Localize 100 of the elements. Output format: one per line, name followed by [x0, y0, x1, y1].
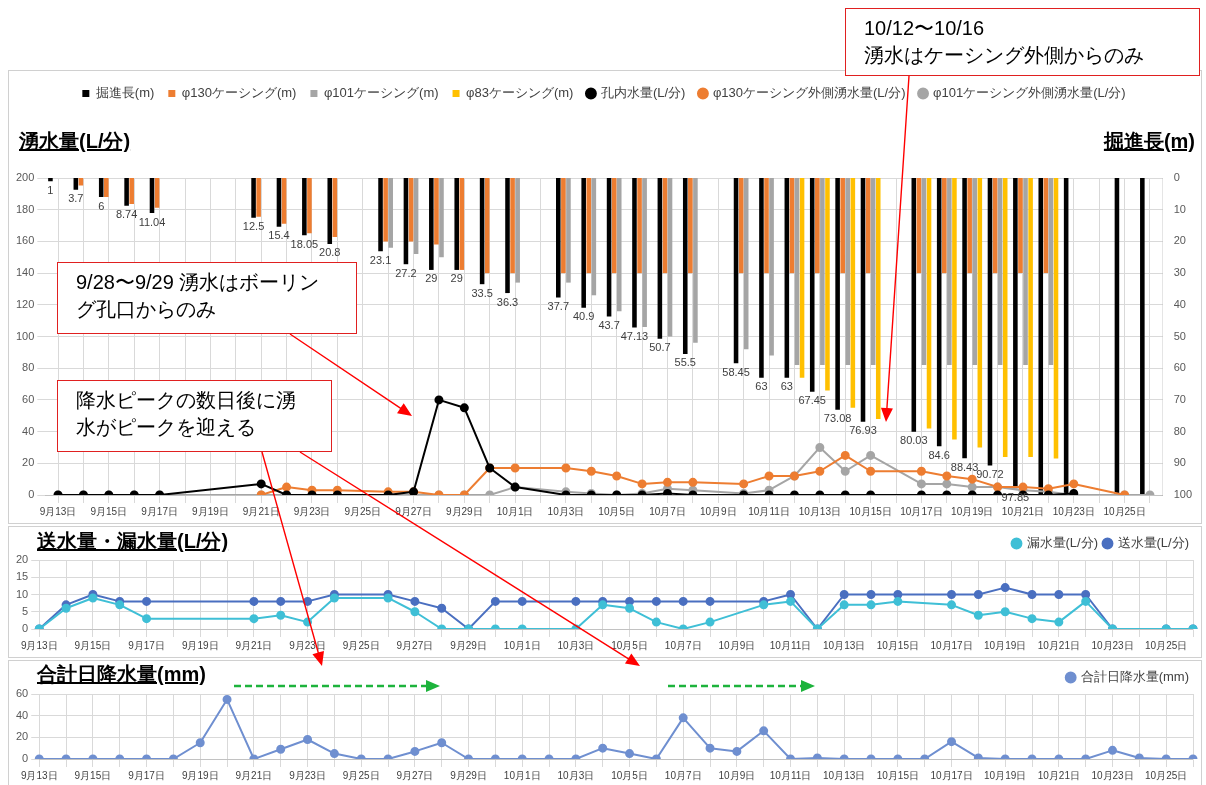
- y-tick-label: 0: [22, 622, 29, 635]
- x-tick-label: 10月9日: [718, 769, 756, 781]
- x-tick-label: 9月29日: [445, 505, 483, 517]
- legend-label: φ83ケーシング(m): [466, 85, 574, 101]
- y-tick-label: 10: [15, 587, 29, 600]
- x-tick-label: 10月17日: [900, 505, 943, 517]
- x-tick-label: 10月1日: [503, 639, 541, 651]
- data-label: 76.93: [849, 424, 877, 437]
- data-label: 1: [47, 183, 54, 196]
- x-tick-label: 9月13日: [20, 769, 58, 781]
- x-tick-label: 10月23日: [1091, 639, 1134, 651]
- x-tick-label: 10月25日: [1103, 505, 1146, 517]
- y-tick-label: 60: [22, 392, 35, 405]
- y-tick-label: 5: [22, 604, 29, 617]
- x-tick-label: 10月15日: [876, 639, 919, 651]
- x-tick-label: 9月19日: [192, 505, 229, 517]
- x-tick-label: 9月25日: [342, 769, 380, 781]
- x-tick-label: 10月5日: [611, 639, 648, 651]
- y2-tick-label: 10: [1173, 202, 1186, 215]
- x-tick-label: 10月1日: [503, 769, 541, 781]
- data-label: 33.5: [471, 286, 493, 299]
- x-tick-label: 9月21日: [235, 769, 273, 781]
- y2-tick-label: 100: [1173, 488, 1193, 501]
- x-tick-label: 10月11日: [769, 639, 812, 651]
- x-tick-label: 9月25日: [344, 505, 382, 517]
- x-tick-label: 9月29日: [450, 639, 487, 651]
- x-tick-label: 10月3日: [557, 769, 595, 781]
- data-label: 63: [780, 380, 793, 393]
- callout-box: 9/28〜9/29 湧水はボーリング孔口からのみ: [57, 262, 357, 334]
- y-tick-label: 140: [15, 266, 35, 279]
- data-label: 55.5: [674, 356, 696, 369]
- x-tick-label: 10月11日: [748, 505, 790, 517]
- legend-label: φ101ケーシング(m): [323, 85, 439, 101]
- x-tick-label: 10月25日: [1145, 769, 1188, 781]
- data-label: 15.4: [268, 229, 290, 242]
- y-axis-title: 湧水量(L/分): [19, 129, 131, 153]
- x-tick-label: 9月13日: [39, 505, 77, 517]
- x-tick-label: 10月3日: [557, 639, 595, 651]
- y-tick-label: 180: [15, 202, 35, 215]
- data-label: 8.74: [115, 208, 138, 221]
- x-tick-label: 10月15日: [849, 505, 892, 517]
- data-label: 23.1: [369, 253, 392, 266]
- data-label: 40.9: [572, 310, 595, 323]
- data-label: 29: [450, 272, 463, 285]
- x-tick-label: 10月1日: [496, 505, 534, 517]
- callout-box: 10/12〜10/16 湧水はケーシング外側からのみ: [845, 8, 1200, 76]
- x-tick-label: 10月21日: [1001, 505, 1045, 517]
- data-label: 20.8: [319, 246, 341, 259]
- x-tick-label: 10月23日: [1091, 769, 1134, 781]
- y2-tick-label: 30: [1173, 266, 1186, 279]
- x-tick-label: 10月15日: [876, 769, 919, 781]
- y2-tick-label: 90: [1173, 456, 1186, 469]
- x-tick-label: 9月27日: [396, 769, 434, 781]
- x-tick-label: 10月7日: [664, 769, 702, 781]
- data-label: 63: [755, 380, 768, 393]
- legend-label: φ130ケーシング外側湧水量(L/分): [712, 85, 906, 101]
- y2-tick-label: 70: [1173, 392, 1186, 405]
- legend-label: 孔内水量(L/分): [600, 85, 686, 101]
- data-label: 67.45: [798, 394, 826, 407]
- x-tick-label: 10月9日: [699, 505, 737, 517]
- x-tick-label: 10月21日: [1037, 639, 1080, 651]
- x-tick-label: 9月15日: [74, 769, 112, 781]
- y2-axis-title: 掘進長(m): [1103, 129, 1195, 153]
- callout-box: 降水ピークの数日後に湧水がピークを迎える: [57, 380, 332, 452]
- y2-tick-label: 40: [1173, 297, 1186, 310]
- y-tick-label: 120: [15, 297, 35, 310]
- data-label: 47.13: [620, 329, 649, 342]
- data-label: 80.03: [900, 434, 928, 447]
- data-label: 36.3: [496, 295, 519, 308]
- data-label: 18.05: [290, 237, 319, 250]
- x-tick-label: 9月21日: [235, 639, 273, 651]
- y-tick-label: 80: [22, 361, 35, 374]
- y2-tick-label: 50: [1173, 329, 1186, 342]
- chart-title: 送水量・漏水量(L/分): [37, 529, 229, 553]
- x-tick-label: 10月5日: [598, 505, 636, 517]
- x-tick-label: 10月19日: [984, 639, 1027, 651]
- y-tick-label: 20: [15, 730, 29, 743]
- x-tick-label: 9月17日: [128, 769, 165, 781]
- y-tick-label: 20: [22, 456, 35, 469]
- data-label: 6: [98, 199, 105, 212]
- data-label: 43.7: [598, 319, 620, 332]
- x-tick-label: 10月13日: [798, 505, 841, 517]
- y-tick-label: 40: [22, 424, 35, 437]
- x-tick-label: 10月13日: [823, 639, 866, 651]
- data-label: 73.08: [823, 412, 852, 425]
- x-tick-label: 10月11日: [769, 769, 812, 781]
- data-label: 29: [425, 272, 438, 285]
- x-tick-label: 10月7日: [649, 505, 686, 517]
- y2-tick-label: 80: [1173, 424, 1186, 437]
- x-tick-label: 9月17日: [141, 505, 178, 517]
- y-tick-label: 0: [22, 752, 29, 765]
- x-tick-label: 10月3日: [547, 505, 585, 517]
- y2-tick-label: 20: [1173, 234, 1186, 247]
- y-tick-label: 60: [15, 687, 29, 700]
- y-tick-label: 160: [15, 234, 35, 247]
- x-tick-label: 10月19日: [984, 769, 1027, 781]
- x-tick-label: 9月17日: [128, 639, 165, 651]
- y-tick-label: 40: [15, 708, 29, 721]
- x-tick-label: 10月9日: [718, 639, 756, 651]
- data-label: 84.6: [928, 448, 950, 461]
